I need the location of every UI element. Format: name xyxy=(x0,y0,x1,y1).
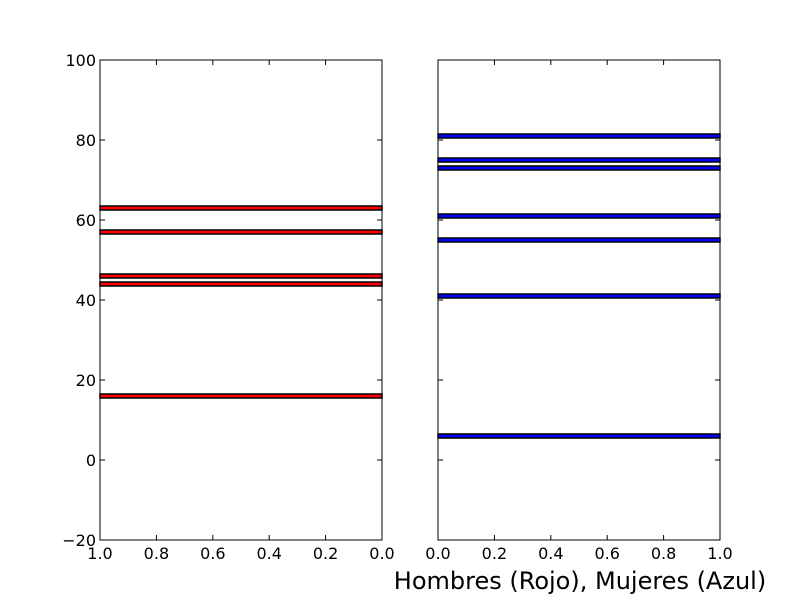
hombres-xtick-label-1: 0.8 xyxy=(144,544,169,563)
hombres-bar-4 xyxy=(99,205,383,211)
mujeres-xtick-label-2: 0.4 xyxy=(538,544,563,563)
hombres-xtick-label-5: 0.0 xyxy=(369,544,394,563)
hombres-bar-2 xyxy=(99,273,383,279)
x-axis-label: Hombres (Rojo), Mujeres (Azul) xyxy=(394,567,766,595)
hombres-bar-1 xyxy=(99,281,383,287)
mujeres-xtick-label-5: 1.0 xyxy=(707,544,732,563)
mujeres-xtick-label-0: 0.0 xyxy=(425,544,450,563)
hombres-bar-3 xyxy=(99,229,383,235)
mujeres-bar-1 xyxy=(437,293,721,299)
mujeres-frame xyxy=(437,59,721,541)
ytick-label-6: 100 xyxy=(65,51,96,70)
panel-mujeres: 0.0 0.2 0.4 0.6 0.8 1.0 xyxy=(425,59,733,563)
mujeres-bar-3 xyxy=(437,213,721,219)
mujeres-bar-6 xyxy=(437,133,721,139)
mujeres-bar-2 xyxy=(437,237,721,243)
panel-hombres: −20 0 20 40 60 80 100 1.0 0.8 0.6 0.4 0.2 0.0 xyxy=(62,51,394,563)
hombres-xtick-label-2: 0.6 xyxy=(200,544,225,563)
mujeres-xtick-label-4: 0.8 xyxy=(651,544,676,563)
ytick-label-2: 20 xyxy=(76,371,96,390)
mujeres-xtick-label-1: 0.2 xyxy=(482,544,507,563)
mujeres-xtick-label-3: 0.6 xyxy=(594,544,619,563)
ytick-label-3: 40 xyxy=(76,291,96,310)
mujeres-bar-5 xyxy=(437,157,721,163)
hombres-bar-0 xyxy=(99,393,383,399)
mujeres-bar-0 xyxy=(437,433,721,439)
ytick-label-5: 80 xyxy=(76,131,96,150)
ytick-label-0: −20 xyxy=(62,531,96,550)
hombres-xtick-label-4: 0.2 xyxy=(313,544,338,563)
mujeres-bar-4 xyxy=(437,165,721,171)
ytick-label-4: 60 xyxy=(76,211,96,230)
hombres-xtick-label-3: 0.4 xyxy=(256,544,281,563)
hombres-frame xyxy=(99,59,383,541)
hombres-xtick-label-0: 1.0 xyxy=(87,544,112,563)
ytick-label-1: 0 xyxy=(86,451,96,470)
